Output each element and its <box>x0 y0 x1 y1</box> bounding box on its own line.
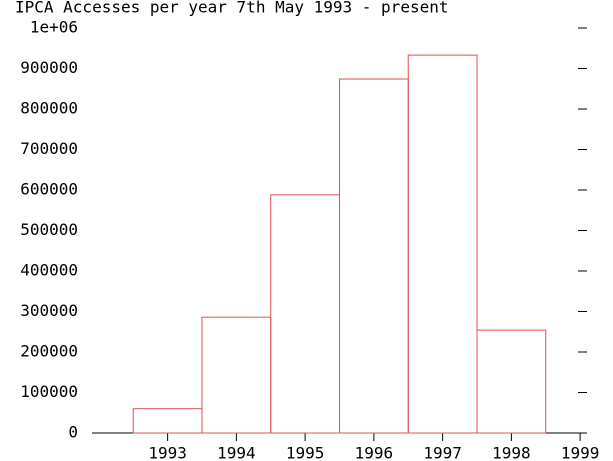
x-tick-label: 1998 <box>492 444 531 461</box>
x-tick-label: 1994 <box>217 444 256 461</box>
y-tick-label: 400000 <box>20 261 78 280</box>
y-tick-label: 700000 <box>20 139 78 158</box>
chart-title: IPCA Accesses per year 7th May 1993 - pr… <box>15 0 448 17</box>
bar <box>270 194 340 434</box>
x-tick-label: 1999 <box>561 444 600 461</box>
y-tick-label: 0 <box>68 423 78 442</box>
bar <box>201 316 272 434</box>
y-tick-label: 600000 <box>20 180 78 199</box>
y-tick-label: 1e+06 <box>30 18 78 37</box>
x-tick-label: 1997 <box>423 444 462 461</box>
x-tick-label: 1996 <box>355 444 394 461</box>
bar <box>476 329 547 434</box>
y-tick-label: 100000 <box>20 382 78 401</box>
bar <box>132 408 203 434</box>
bar <box>339 78 409 434</box>
y-tick-label: 900000 <box>20 58 78 77</box>
x-tick-label: 1995 <box>286 444 325 461</box>
y-tick-label: 300000 <box>20 301 78 320</box>
x-tick-label: 1993 <box>148 444 187 461</box>
y-tick-label: 800000 <box>20 99 78 118</box>
bar <box>407 54 478 434</box>
y-tick-label: 200000 <box>20 342 78 361</box>
y-tick-label: 500000 <box>20 220 78 239</box>
